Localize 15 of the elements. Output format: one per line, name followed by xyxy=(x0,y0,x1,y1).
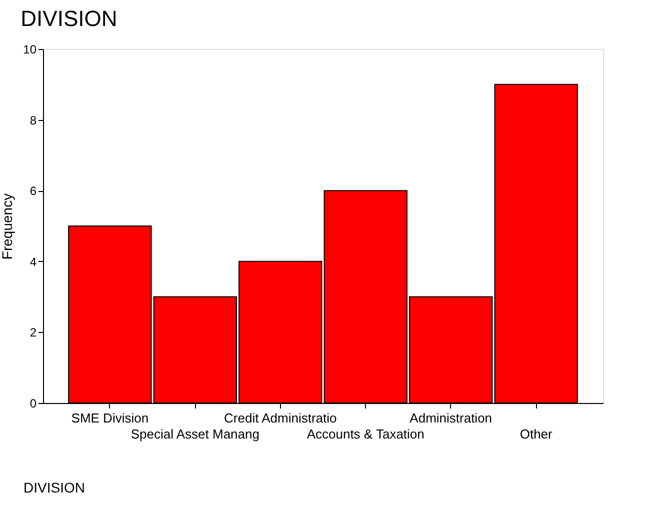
y-axis-title: Frequency xyxy=(0,193,16,260)
x-axis-title: DIVISION xyxy=(24,480,85,496)
y-tick-label: 8 xyxy=(30,113,37,128)
x-tick-label: Special Asset Manang xyxy=(130,426,260,442)
y-tick-label: 2 xyxy=(30,326,37,340)
y-tick-label: 10 xyxy=(23,42,37,56)
x-tick-label: Credit Administratio xyxy=(224,410,337,426)
x-tick-label: Other xyxy=(520,426,554,442)
x-tick-label: Accounts & Taxation xyxy=(306,426,424,442)
chart-title: DIVISION xyxy=(20,6,118,31)
y-tick-label: 4 xyxy=(30,254,37,269)
y-tick-label: 6 xyxy=(30,184,37,198)
x-tick-label: SME Division xyxy=(71,410,149,426)
y-tick-label: 0 xyxy=(30,396,37,410)
x-tick-label: Administration xyxy=(410,410,492,426)
